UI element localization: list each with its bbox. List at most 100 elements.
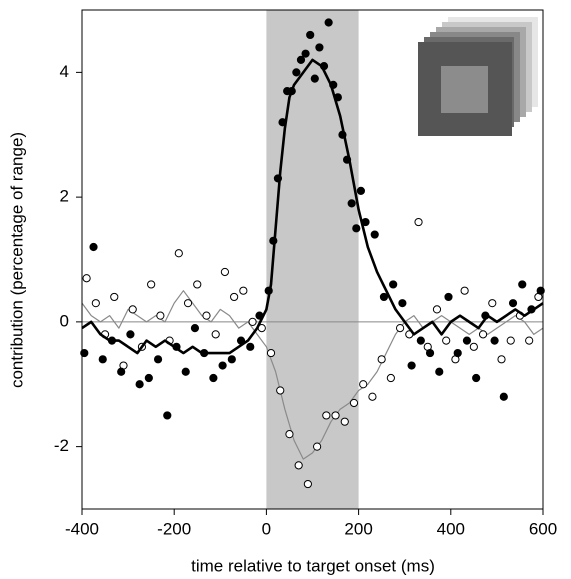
filled-dot — [246, 342, 255, 351]
filled-dot — [255, 311, 264, 320]
y-tick-label: -2 — [54, 436, 69, 455]
filled-dot — [310, 74, 319, 83]
filled-dot — [117, 367, 126, 376]
filled-dot — [306, 30, 315, 40]
open-dot — [91, 299, 100, 308]
open-dot — [276, 386, 285, 395]
stimulus-window — [266, 10, 359, 509]
filled-dot — [200, 348, 209, 358]
open-dot — [386, 373, 395, 383]
filled-dot — [398, 299, 407, 308]
filled-dot — [379, 292, 389, 302]
filled-dot — [472, 373, 481, 383]
filled-dot — [347, 199, 356, 208]
filled-dot — [490, 336, 499, 345]
filled-dot — [264, 286, 273, 295]
filled-dot — [481, 311, 490, 320]
plot-area: -400 -200 0 200 400 600 -2 0 2 4 — [54, 9, 557, 538]
open-dot — [340, 417, 349, 426]
filled-dot — [407, 361, 416, 370]
open-dot — [303, 479, 312, 489]
x-axis-label: time relative to target onset (ms) — [191, 556, 435, 575]
filled-dot — [342, 155, 352, 164]
filled-dot — [273, 174, 283, 183]
open-dot — [377, 355, 386, 364]
filled-dot — [98, 355, 107, 364]
filled-dot — [356, 186, 366, 195]
filled-dot — [499, 392, 508, 401]
filled-dot — [329, 80, 338, 89]
filled-dot — [209, 373, 218, 383]
filled-dot — [352, 224, 361, 233]
open-dot — [460, 286, 469, 295]
open-dot — [266, 348, 276, 358]
filled-dot — [287, 86, 296, 96]
open-dot — [110, 292, 119, 302]
open-dot — [248, 317, 257, 326]
open-dot — [202, 311, 211, 320]
y-tick-label: 2 — [60, 187, 69, 206]
y-tick-label: 4 — [60, 62, 69, 81]
filled-dot — [181, 367, 190, 376]
filled-dot — [269, 236, 278, 245]
open-dot — [285, 430, 294, 439]
filled-dot — [462, 336, 472, 345]
filled-dot — [278, 118, 287, 127]
filled-dot — [370, 230, 379, 239]
filled-dot — [153, 355, 163, 364]
inset-target — [441, 66, 488, 113]
data-line — [81, 58, 544, 355]
filled-dot — [435, 367, 444, 376]
open-dot — [395, 324, 405, 333]
filled-dot — [361, 217, 370, 227]
filled-dot — [508, 299, 518, 308]
stimulus-inset — [418, 17, 538, 136]
filled-dot — [126, 330, 135, 339]
open-dot — [359, 380, 368, 389]
filled-dot — [425, 348, 435, 358]
open-dot — [156, 311, 165, 320]
open-dot — [469, 342, 478, 351]
open-dot — [230, 292, 239, 302]
filled-dot — [227, 355, 236, 364]
open-dot — [322, 411, 331, 420]
filled-dot — [518, 280, 527, 289]
open-dot — [368, 392, 377, 401]
filled-dot — [190, 324, 200, 333]
filled-dot — [416, 336, 425, 345]
x-tick-label: 400 — [437, 519, 465, 538]
filled-dot — [301, 49, 310, 58]
filled-dot — [80, 348, 89, 358]
open-dot — [349, 398, 359, 408]
open-dot — [294, 461, 303, 470]
filled-dot — [315, 43, 324, 52]
open-dot — [174, 249, 183, 258]
open-dot — [82, 274, 91, 283]
x-tick-label: 200 — [344, 519, 372, 538]
plot-frame — [81, 9, 544, 510]
filled-dot — [389, 280, 398, 289]
open-dot — [147, 280, 156, 289]
x-tick-label: 600 — [529, 519, 557, 538]
open-dot — [193, 280, 202, 289]
filled-dot — [172, 342, 181, 351]
y-tick-label: 0 — [60, 311, 69, 330]
open-dot — [220, 267, 230, 277]
open-dot — [506, 336, 515, 345]
filled-dot — [453, 348, 462, 358]
filled-dot — [536, 286, 545, 295]
open-dot — [331, 411, 340, 420]
filled-dot — [292, 68, 301, 77]
filled-dot — [236, 336, 246, 345]
x-tick-label: 0 — [262, 519, 271, 538]
open-dot — [128, 305, 137, 314]
open-dot — [488, 299, 497, 308]
filled-dot — [527, 305, 536, 314]
filled-dot — [296, 55, 306, 65]
filled-dot — [319, 62, 329, 71]
filled-dot — [163, 411, 172, 420]
open-dot — [497, 355, 506, 364]
filled-dot — [107, 336, 117, 345]
filled-dot — [135, 380, 144, 389]
